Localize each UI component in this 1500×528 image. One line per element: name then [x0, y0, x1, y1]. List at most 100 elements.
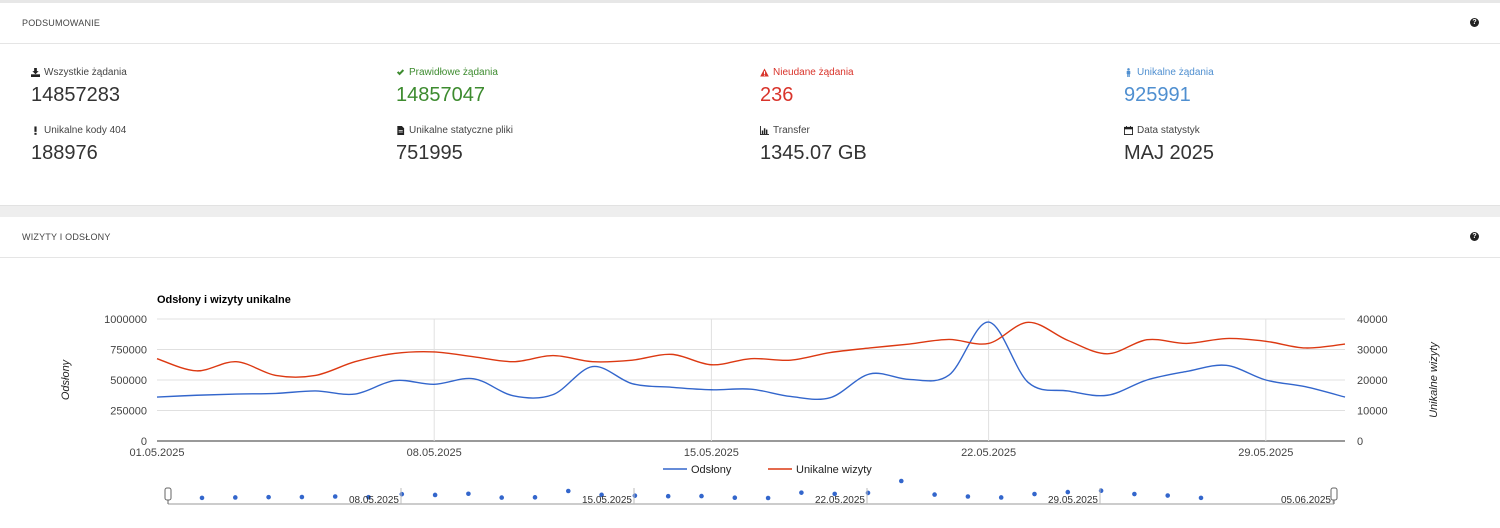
range-selector-point — [499, 495, 505, 500]
y-right-axis-title: Unikalne wizyty — [1428, 341, 1440, 418]
stat-label: Unikalne żądania — [1124, 66, 1214, 78]
stat-prawidłowe-żądania: Prawidłowe żądania 14857047 — [396, 66, 498, 107]
stat-value: 236 — [760, 84, 794, 106]
visits-panel-title: WIZYTY I ODSŁONY — [22, 232, 111, 242]
x-tick-label: 22.05.2025 — [961, 447, 1016, 459]
range-selector-point — [632, 493, 638, 498]
x-tick-label: 29.05.2025 — [1238, 447, 1293, 459]
range-selector-point — [865, 490, 871, 496]
range-selector-point — [1032, 491, 1037, 497]
stat-value: 925991 — [1124, 84, 1191, 106]
y-right-tick-label: 20000 — [1357, 375, 1388, 387]
stat-label-text: Data statystyk — [1137, 124, 1200, 136]
stat-label: Unikalne statyczne pliki — [396, 124, 513, 136]
range-selector-point — [566, 488, 571, 494]
range-selector-point — [1198, 495, 1204, 501]
range-selector-point — [1098, 488, 1104, 494]
stat-value: 188976 — [31, 142, 98, 164]
visits-chart: Odsłony i wizyty unikalne 0 250000 500000 75… — [60, 294, 1440, 506]
legend-label: Unikalne wizyty — [796, 464, 872, 476]
range-selector-label: 15.05.2025 — [582, 495, 632, 506]
x-tick-label: 15.05.2025 — [684, 447, 739, 459]
range-selector-point — [765, 495, 771, 501]
stat-label: Wszystkie żądania — [31, 66, 127, 78]
y-right-tick-label: 30000 — [1357, 345, 1388, 357]
file-icon — [396, 125, 405, 135]
range-selector-point — [1165, 493, 1170, 498]
stat-label: Data statystyk — [1124, 124, 1214, 136]
stat-nieudane-żądania: Nieudane żądania 236 — [760, 66, 854, 107]
y-left-axis-title: Odsłony — [60, 358, 72, 400]
range-selector-point — [399, 491, 405, 497]
range-selector-point — [732, 495, 738, 501]
stat-transfer: Transfer 1345.07 GB — [760, 124, 867, 165]
download-icon — [31, 67, 40, 77]
y-right-tick-label: 40000 — [1357, 314, 1388, 326]
range-selector-label: 29.05.2025 — [1048, 495, 1098, 506]
range-selector-point — [432, 492, 438, 498]
range-selector-point — [899, 478, 904, 484]
stat-label-text: Prawidłowe żądania — [409, 66, 498, 78]
check-icon — [396, 68, 405, 77]
range-selector-label: 05.06.2025 — [1281, 495, 1331, 506]
range-selector-point — [932, 492, 937, 497]
stat-unikalne-żądania: Unikalne żądania 925991 — [1124, 66, 1214, 107]
warning-icon — [760, 67, 769, 77]
range-selector-point — [233, 495, 238, 500]
y-left-tick-label: 0 — [141, 436, 147, 448]
top-border — [0, 0, 1500, 3]
y-left-tick-label: 750000 — [110, 345, 147, 357]
range-selector-point — [965, 494, 971, 499]
stat-label: Unikalne kody 404 — [31, 124, 126, 136]
y-left-tick-label: 1000000 — [104, 314, 147, 326]
bar-chart-icon — [760, 125, 769, 135]
range-selector-point — [1132, 491, 1137, 497]
stat-value: MAJ 2025 — [1124, 142, 1215, 164]
range-selector-point — [199, 495, 205, 501]
range-selector-point — [299, 494, 305, 500]
help-icon[interactable]: ? — [1470, 232, 1479, 241]
range-selector-point — [665, 493, 671, 499]
range-selector-point — [998, 495, 1004, 500]
stat-label-text: Unikalne statyczne pliki — [409, 124, 513, 136]
range-selector-point — [799, 490, 804, 495]
stat-label-text: Nieudane żądania — [773, 66, 854, 78]
range-selector-point — [532, 495, 538, 500]
range-selector-point — [599, 492, 604, 498]
stat-unikalne-statyczne-pliki: Unikalne statyczne pliki 751995 — [396, 124, 513, 165]
range-selector-point — [699, 493, 704, 499]
y-right-tick-label: 10000 — [1357, 406, 1388, 418]
range-selector-point — [1065, 489, 1071, 495]
range-selector-point — [466, 491, 471, 497]
stat-value: 14857283 — [31, 84, 120, 106]
x-tick-label: 08.05.2025 — [407, 447, 462, 459]
y-right-tick-label: 0 — [1357, 436, 1363, 448]
stat-wszystkie-żądania: Wszystkie żądania 14857283 — [31, 66, 127, 107]
stat-label: Prawidłowe żądania — [396, 66, 498, 78]
panel-separator — [0, 205, 1500, 217]
range-selector-label: 22.05.2025 — [815, 495, 865, 506]
range-selector-point — [332, 494, 338, 499]
x-tick-label: 01.05.2025 — [129, 447, 184, 459]
stat-label-text: Unikalne żądania — [1137, 66, 1214, 78]
range-selector-point — [832, 491, 837, 497]
stat-unikalne-kody-404: Unikalne kody 404 188976 — [31, 124, 126, 165]
range-handle-left[interactable] — [164, 487, 172, 501]
stat-value: 751995 — [396, 142, 463, 164]
summary-panel-header: PODSUMOWANIE ? — [0, 3, 1500, 44]
stat-value: 1345.07 GB — [760, 142, 867, 164]
range-selector-point — [366, 494, 371, 500]
series-line-odslony — [156, 321, 1346, 401]
stat-label-text: Wszystkie żądania — [44, 66, 127, 78]
help-icon[interactable]: ? — [1470, 18, 1479, 27]
y-left-tick-label: 250000 — [110, 406, 147, 418]
range-handle-right[interactable] — [1330, 487, 1338, 501]
range-selector-label: 08.05.2025 — [349, 495, 399, 506]
stat-label: Transfer — [760, 124, 867, 136]
user-icon — [1124, 67, 1133, 77]
stat-value: 14857047 — [396, 84, 485, 106]
range-selector-point — [266, 494, 271, 500]
visits-panel-header: WIZYTY I ODSŁONY ? — [0, 217, 1500, 258]
calendar-icon — [1124, 125, 1133, 135]
series-line-unikalne-wizyty — [156, 321, 1346, 378]
